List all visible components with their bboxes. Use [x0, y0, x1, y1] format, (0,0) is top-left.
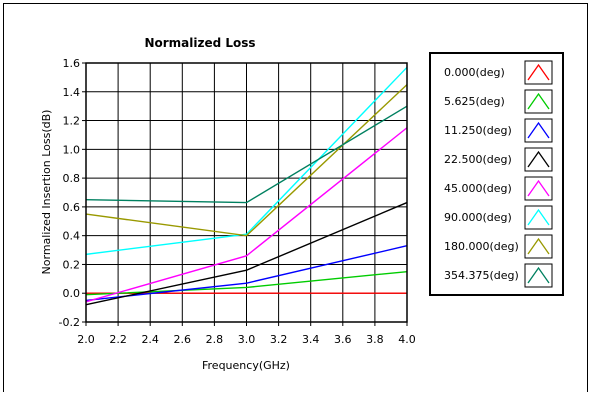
- y-axis-label: Normalized Insertion Loss(dB): [40, 110, 53, 275]
- legend-swatch: [524, 118, 553, 143]
- y-tick-label: 1.4: [63, 86, 81, 99]
- x-tick-label: 2.4: [141, 333, 159, 346]
- legend-line-sample: [527, 237, 550, 255]
- chart-series-lines: [85, 66, 408, 306]
- legend-label: 5.625(deg): [444, 95, 505, 108]
- x-tick-label: 3.0: [238, 333, 256, 346]
- legend-label: 354.375(deg): [444, 269, 519, 282]
- legend-box: [429, 52, 564, 296]
- plot-area: [85, 62, 408, 323]
- y-tick-label: 1.6: [63, 57, 81, 70]
- legend-swatch: [524, 89, 553, 114]
- x-tick-labels: 2.0 2.2 2.4 2.6 2.8 3.0 3.2 3.4 3.6 3.8 4.0: [77, 333, 416, 346]
- chart-legend: 0.000(deg) 5.625(deg) 11.250(deg) 22.500(de…: [429, 52, 564, 296]
- x-tick-label: 4.0: [398, 333, 416, 346]
- legend-line-sample: [527, 150, 550, 168]
- x-tick-label: 2.6: [174, 333, 192, 346]
- series-line-7: [85, 105, 408, 204]
- legend-swatch: [524, 147, 553, 172]
- x-tick-label: 2.2: [109, 333, 127, 346]
- x-tick-label: 3.8: [366, 333, 384, 346]
- series-line-4: [85, 127, 408, 303]
- legend-line-sample: [527, 208, 550, 226]
- legend-swatch: [524, 205, 553, 230]
- chart-grid: [82, 62, 408, 326]
- legend-line-sample: [527, 121, 550, 139]
- legend-line-sample: [527, 63, 550, 81]
- y-tick-label: 1.2: [63, 115, 81, 128]
- legend-line-sample: [527, 266, 550, 284]
- legend-swatch: [524, 263, 553, 288]
- legend-line-sample: [527, 92, 550, 110]
- series-line-1: [85, 270, 408, 296]
- y-tick-label: 0.2: [63, 258, 81, 271]
- x-tick-label: 2.8: [206, 333, 224, 346]
- y-tick-label: -0.2: [59, 316, 80, 329]
- x-tick-label: 3.4: [302, 333, 320, 346]
- legend-label: 0.000(deg): [444, 66, 505, 79]
- y-tick-label: 0.8: [63, 172, 81, 185]
- legend-label: 22.500(deg): [444, 153, 512, 166]
- legend-swatch: [524, 176, 553, 201]
- legend-label: 90.000(deg): [444, 211, 512, 224]
- legend-swatch: [524, 60, 553, 85]
- y-tick-label: 1.0: [63, 143, 81, 156]
- series-line-3: [85, 201, 408, 306]
- series-line-6: [85, 84, 408, 237]
- legend-label: 11.250(deg): [444, 124, 512, 137]
- x-tick-label: 2.0: [77, 333, 95, 346]
- legend-label: 180.000(deg): [444, 240, 519, 253]
- y-tick-label: 0.4: [63, 230, 81, 243]
- y-tick-labels: -0.2 0.0 0.2 0.4 0.6 0.8 1.0 1.2 1.4 1.6: [59, 57, 80, 329]
- y-tick-label: 0.0: [63, 287, 81, 300]
- y-tick-label: 0.6: [63, 201, 81, 214]
- x-tick-label: 3.2: [270, 333, 288, 346]
- x-axis-label: Frequency(GHz): [202, 359, 290, 372]
- chart-frame: [3, 3, 588, 392]
- chart-title: Normalized Loss: [144, 36, 255, 50]
- legend-line-sample: [527, 179, 550, 197]
- legend-swatch: [524, 234, 553, 259]
- x-tick-label: 3.6: [334, 333, 352, 346]
- series-line-2: [85, 245, 408, 302]
- series-line-5: [85, 66, 408, 256]
- legend-label: 45.000(deg): [444, 182, 512, 195]
